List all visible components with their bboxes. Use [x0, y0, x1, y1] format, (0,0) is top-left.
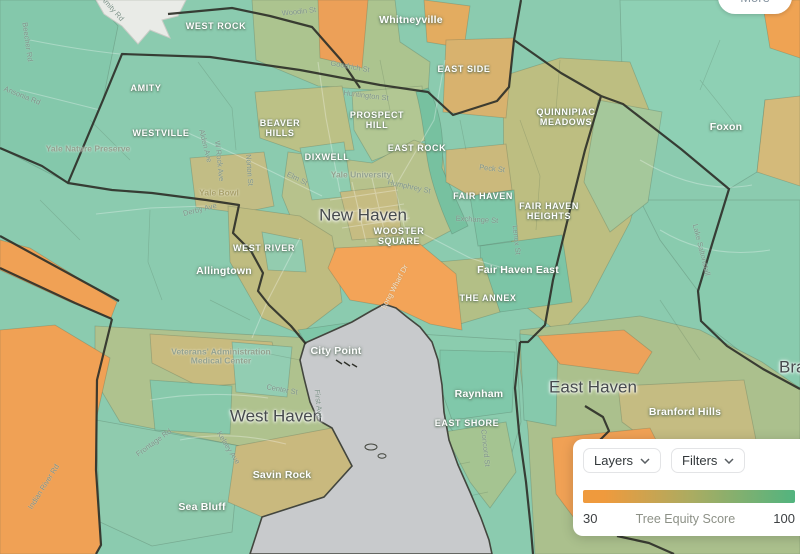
filters-button-label: Filters: [682, 453, 718, 468]
layers-button-label: Layers: [594, 453, 634, 468]
tract-lines: [39, 39, 741, 501]
more-button-label: More: [740, 0, 770, 5]
chevron-down-icon: [640, 457, 650, 464]
filters-button[interactable]: Filters: [671, 448, 746, 473]
roads: [19, 39, 771, 445]
legend-scale-labels: 30 Tree Equity Score 100: [583, 511, 795, 526]
layers-button[interactable]: Layers: [583, 448, 662, 473]
legend-panel: Layers Filters 30 Tree Equity Score 100: [573, 439, 800, 536]
more-button[interactable]: More: [718, 0, 792, 14]
panel-buttons: Layers Filters: [583, 448, 800, 473]
legend-max-value: 100: [773, 511, 795, 526]
chevron-down-icon: [724, 457, 734, 464]
water: [249, 303, 493, 554]
legend-title: Tree Equity Score: [635, 511, 736, 526]
legend-gradient-bar: [583, 490, 795, 503]
quarry-area: [95, 0, 187, 45]
legend-min-value: 30: [583, 511, 598, 526]
